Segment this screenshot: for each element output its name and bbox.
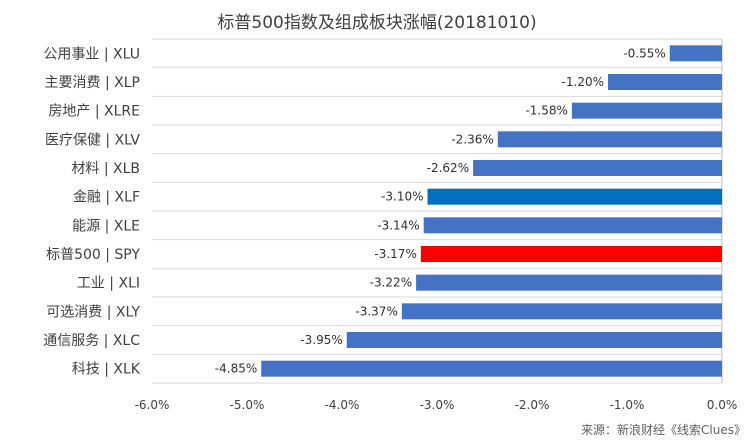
x-tick-label: -3.0% [420, 398, 455, 412]
category-label: 能源 | XLE [72, 218, 140, 234]
x-tick-label: -5.0% [230, 398, 265, 412]
bar [427, 188, 722, 205]
grid-lines [152, 38, 723, 384]
bar [423, 217, 722, 234]
x-axis-tick-labels: -6.0% -5.0% -4.0% -3.0% -2.0% -1.0% 0.0% [135, 398, 738, 412]
category-label: 房地产 | XLRE [48, 104, 140, 120]
source-note: 来源：新浪财经《线索Clues》 [581, 422, 746, 437]
x-tick-label: -2.0% [515, 398, 550, 412]
bar [420, 246, 722, 262]
data-label: -2.36% [451, 132, 493, 146]
bar [473, 160, 722, 176]
data-label: -3.22% [370, 276, 412, 290]
category-label: 科技 | XLK [72, 362, 141, 378]
bar [571, 102, 722, 119]
data-label: -3.10% [381, 190, 423, 204]
bar [346, 332, 722, 348]
x-tick-label: -1.0% [610, 398, 645, 412]
data-label: -2.62% [427, 161, 469, 175]
chart-title: 标普500指数及组成板块涨幅(20181010) [217, 13, 536, 33]
bar [497, 131, 722, 148]
category-label: 公用事业 | XLU [43, 46, 140, 62]
category-label: 标普500 | SPY [46, 247, 140, 263]
category-label: 工业 | XLI [77, 276, 140, 292]
category-label: 金融 | XLF [73, 190, 140, 206]
data-label: -4.85% [215, 362, 257, 376]
data-label: -1.20% [562, 75, 604, 89]
category-label: 材料 | XLB [71, 161, 140, 177]
category-label: 主要消费 | XLP [45, 75, 140, 91]
bar [416, 274, 722, 291]
data-label: -3.95% [300, 333, 342, 347]
data-label: -0.55% [623, 46, 665, 60]
category-labels: 公用事业 | XLU 主要消费 | XLP 房地产 | XLRE 医疗保健 | XLV… [43, 46, 141, 377]
bars [261, 45, 722, 377]
bar [261, 360, 722, 377]
data-label: -1.58% [525, 104, 567, 118]
x-tick-label: -4.0% [325, 398, 360, 412]
category-label: 可选消费 | XLY [46, 304, 140, 320]
data-label: -3.17% [374, 247, 416, 261]
x-tick-label: -6.0% [135, 398, 170, 412]
data-labels: -0.55% -1.20% -1.58% -2.36% -2.62% -3.10% -3.1… [215, 46, 666, 375]
bar [669, 45, 722, 62]
category-label: 通信服务 | XLC [43, 333, 140, 349]
bar [401, 303, 722, 320]
data-label: -3.37% [355, 304, 397, 318]
category-label: 医疗保健 | XLV [45, 132, 140, 148]
x-tick-label: 0.0% [707, 398, 738, 412]
data-label: -3.14% [377, 218, 419, 232]
bar [608, 74, 722, 90]
